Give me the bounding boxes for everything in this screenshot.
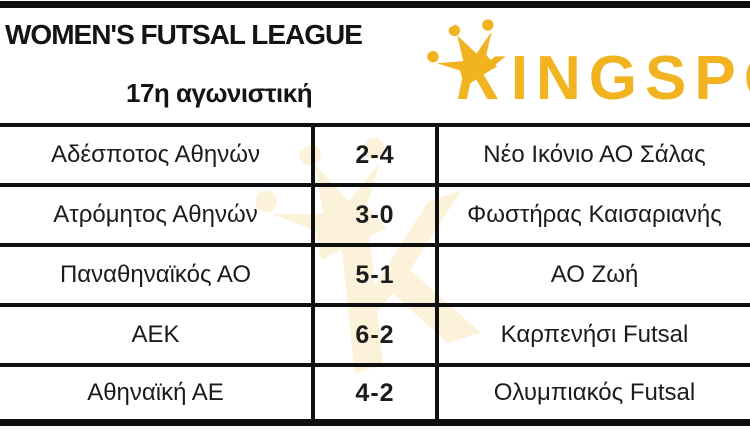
results-table: Αδέσποτος Αθηνών 2-4 Νέο Ικόνιο ΑΟ Σάλας… bbox=[0, 123, 750, 426]
logo-text-rest: INGSPO bbox=[510, 44, 750, 113]
score-cell: 4-2 bbox=[311, 367, 439, 419]
match-row: Παναθηναϊκός ΑΟ 5-1 ΑΟ Ζωή bbox=[0, 247, 750, 307]
match-row: Αδέσποτος Αθηνών 2-4 Νέο Ικόνιο ΑΟ Σάλας bbox=[0, 127, 750, 187]
score-cell: 2-4 bbox=[311, 127, 439, 183]
home-team-cell: Παναθηναϊκός ΑΟ bbox=[59, 261, 252, 288]
kingsport-logo: KINGSPO bbox=[0, 0, 750, 120]
match-row: Αθηναϊκή ΑΕ 4-2 Ολυμπιακός Futsal bbox=[0, 367, 750, 419]
home-team-cell: Αθηναϊκή ΑΕ bbox=[87, 379, 224, 406]
logo-wordmark: KINGSPO bbox=[451, 44, 750, 113]
top-border-bar bbox=[0, 1, 750, 8]
away-team-cell: Καρπενήσι Futsal bbox=[500, 321, 689, 348]
match-row: Ατρόμητος Αθηνών 3-0 Φωστήρας Καισαριανή… bbox=[0, 187, 750, 247]
home-team-cell: ΑΕΚ bbox=[131, 321, 180, 348]
score-cell: 6-2 bbox=[311, 307, 439, 363]
away-team-cell: ΑΟ Ζωή bbox=[550, 261, 639, 288]
away-team-cell: Ολυμπιακός Futsal bbox=[493, 379, 696, 406]
away-team-cell: Φωστήρας Καισαριανής bbox=[467, 201, 722, 228]
score-cell: 5-1 bbox=[311, 247, 439, 303]
match-row: ΑΕΚ 6-2 Καρπενήσι Futsal bbox=[0, 307, 750, 367]
home-team-cell: Αδέσποτος Αθηνών bbox=[51, 141, 260, 168]
logo-k-letter: K bbox=[450, 44, 519, 113]
score-cell: 3-0 bbox=[311, 187, 439, 243]
page-title: WOMEN'S FUTSAL LEAGUE bbox=[5, 19, 363, 50]
crown-icon bbox=[427, 19, 498, 86]
away-team-cell: Νέο Ικόνιο ΑΟ Σάλας bbox=[483, 141, 706, 168]
matchday-subtitle: 17η αγωνιστική bbox=[126, 78, 313, 108]
home-team-cell: Ατρόμητος Αθηνών bbox=[53, 201, 258, 228]
